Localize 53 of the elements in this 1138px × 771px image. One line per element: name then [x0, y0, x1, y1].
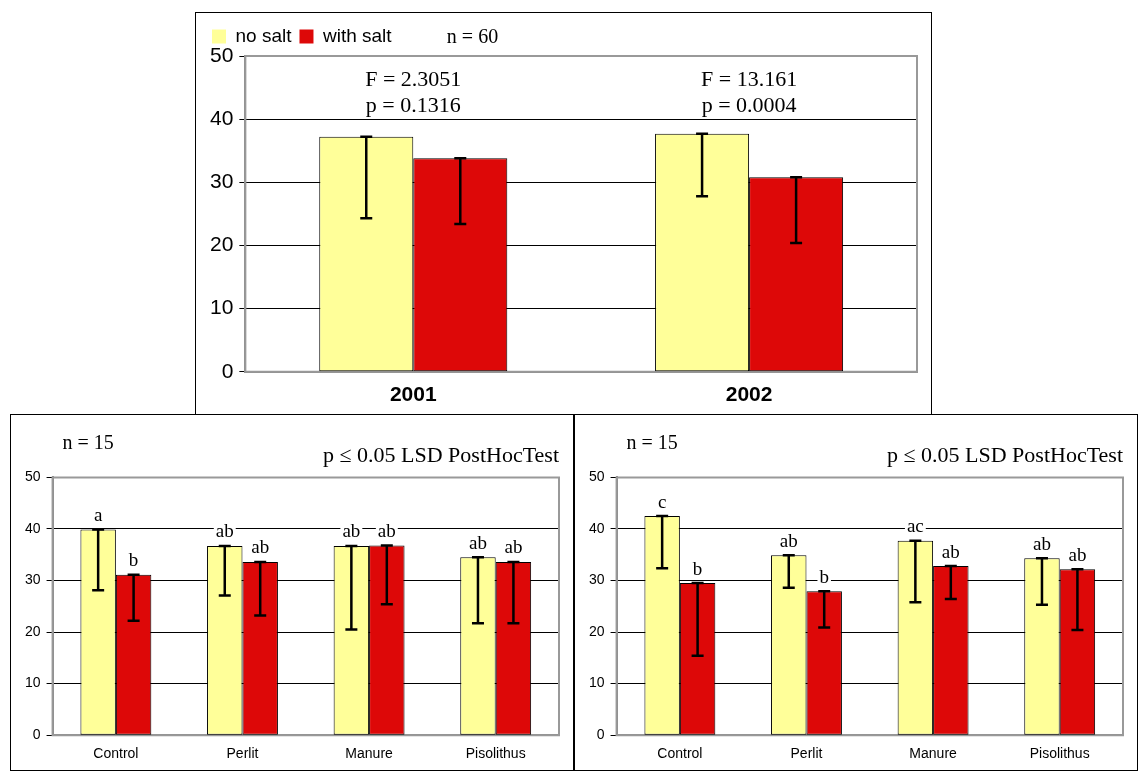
y-tick-label: 30	[24, 571, 41, 588]
annotation: F = 13.161 p = 0.0004	[701, 65, 798, 117]
y-tick-label: 40	[24, 519, 41, 536]
y-tick-label: 30	[588, 571, 605, 588]
data-label: a	[93, 503, 103, 525]
y-tick-label: 20	[588, 622, 605, 639]
x-tick-label: Manure	[345, 745, 394, 762]
y-tick-label: 50	[210, 42, 234, 66]
chart-title: p ≤ 0.05 LSD PostHocTest	[322, 441, 559, 467]
y-tick-label: 50	[24, 468, 41, 485]
data-label: ab	[1033, 532, 1051, 554]
data-label: ab	[469, 531, 487, 553]
y-tick-label: 40	[210, 105, 234, 129]
data-label: b	[128, 549, 139, 571]
y-tick-label: 0	[221, 358, 234, 382]
x-tick-label: 2002	[725, 382, 773, 406]
y-tick-label: 10	[588, 674, 605, 691]
data-label: ab	[215, 520, 234, 542]
annotation: F = 2.3051 p = 0.1316	[365, 65, 462, 117]
legend-label: no salt	[235, 24, 293, 46]
y-tick-label: 0	[596, 726, 605, 743]
data-label: ab	[342, 520, 361, 542]
y-tick-label: 50	[588, 468, 605, 485]
x-tick-label: Pisolithus	[1029, 745, 1090, 762]
y-tick-label: 40	[588, 519, 605, 536]
y-tick-label: 20	[210, 232, 234, 256]
y-tick-label: 0	[32, 726, 41, 743]
data-label: ab	[504, 536, 523, 558]
x-tick-label: Pisolithus	[465, 745, 526, 762]
text: n = 60	[446, 24, 499, 47]
x-tick-label: Perlit	[226, 745, 259, 762]
chart-title: p ≤ 0.05 LSD PostHocTest	[886, 441, 1123, 467]
x-tick-label: Manure	[909, 745, 958, 762]
text: n = 15	[626, 430, 678, 453]
data-label: ab	[1068, 543, 1087, 565]
x-tick-label: 2001	[389, 382, 437, 406]
y-tick-label: 20	[24, 622, 41, 639]
legend-label: with salt	[321, 24, 393, 46]
y-tick-label: 30	[210, 169, 234, 193]
x-tick-label: Control	[657, 745, 703, 762]
y-tick-label: 10	[210, 295, 234, 319]
data-label: b	[819, 565, 829, 587]
data-label: ab	[377, 519, 396, 541]
data-label: c	[657, 490, 667, 512]
data-label: ab	[779, 529, 798, 551]
x-tick-label: Control	[93, 745, 139, 762]
data-label: ac	[906, 515, 924, 537]
text: n = 15	[62, 430, 114, 453]
x-tick-label: Perlit	[790, 745, 823, 762]
data-label: b	[692, 557, 703, 579]
y-tick-label: 10	[24, 674, 41, 691]
data-label: ab	[251, 536, 270, 558]
data-label: ab	[941, 540, 960, 562]
